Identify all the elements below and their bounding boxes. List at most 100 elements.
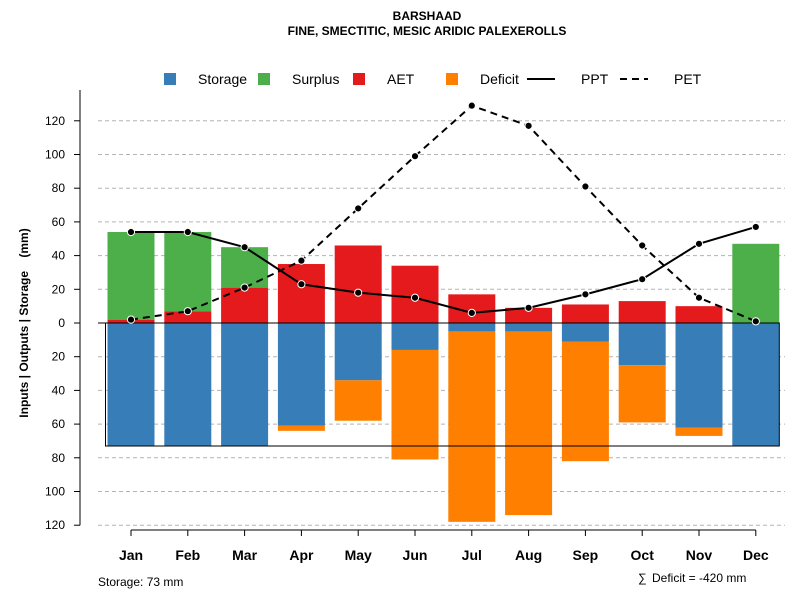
y-tick-label: 120 [45, 114, 65, 128]
y-tick-label: 20 [52, 350, 66, 364]
legend-label-storage: Storage [198, 71, 247, 87]
pet-point-jan [126, 315, 136, 324]
storage-bar-may [334, 323, 382, 381]
legend-swatch-surplus [258, 73, 270, 85]
storage-bar-mar [221, 323, 269, 447]
y-tick-label: 0 [58, 316, 65, 330]
ppt-point-jul [467, 308, 476, 317]
chart-subtitle: FINE, SMECTITIC, MESIC ARIDIC PALEXEROLL… [288, 24, 567, 38]
deficit-note: Deficit = -420 mm [652, 571, 746, 585]
x-tick-label-may: May [345, 547, 372, 563]
storage-bar-dec [732, 323, 780, 447]
x-tick-label-apr: Apr [289, 547, 314, 563]
pet-point-aug [524, 121, 533, 130]
x-tick-label-sep: Sep [573, 547, 599, 563]
y-tick-label: 100 [45, 485, 65, 499]
legend-label-surplus: Surplus [292, 71, 339, 87]
series-lines [126, 101, 760, 326]
pet-line [130, 104, 757, 323]
legend-swatch-deficit [446, 73, 458, 85]
x-tick-label-mar: Mar [232, 547, 257, 563]
ppt-point-dec [751, 222, 760, 232]
legend-swatch-aet [353, 73, 365, 85]
storage-bar-jul [448, 323, 496, 332]
storage-bar-apr [277, 323, 325, 426]
y-tick-label: 40 [52, 383, 66, 397]
aet-bar-may [334, 245, 382, 323]
pet-point-sep [581, 182, 590, 191]
ppt-point-apr [297, 280, 306, 289]
surplus-bar-mar [221, 247, 269, 288]
ppt-point-nov [694, 239, 704, 248]
storage-note: Storage: 73 mm [98, 575, 183, 589]
deficit-bar-jul [448, 331, 496, 522]
x-tick-label-jan: Jan [119, 547, 143, 563]
axes: 120 100 80 60 40 20 0 20 40 60 80 100 120 Jan Feb Mar Ap… [45, 90, 769, 563]
surplus-bar-jan [107, 232, 155, 320]
sum-symbol: ∑ [638, 571, 647, 585]
legend-label-ppt: PPT [581, 71, 609, 87]
legend-label-deficit: Deficit [480, 71, 519, 87]
x-tick-label-dec: Dec [743, 547, 769, 563]
ppt-point-oct [638, 275, 647, 284]
ppt-line [131, 225, 757, 314]
y-tick-label: 20 [52, 282, 66, 296]
y-tick-label: 80 [52, 451, 66, 465]
deficit-bar-nov [675, 427, 723, 436]
y-tick-label: 80 [52, 181, 66, 195]
ppt-point-sep [581, 290, 590, 299]
surplus-bar-feb [164, 232, 212, 312]
storage-bar-jan [107, 323, 155, 447]
aet-bar-oct [618, 301, 666, 323]
storage-bar-jun [391, 323, 439, 350]
y-axis-title: Inputs | Outputs | Storage (mm) [17, 228, 31, 417]
storage-bar-aug [505, 323, 553, 332]
y-tick-label: 60 [52, 417, 66, 431]
legend-label-pet: PET [674, 71, 702, 87]
pet-point-may [354, 204, 363, 213]
ppt-point-jan [126, 227, 136, 237]
surplus-bar-dec [732, 243, 780, 323]
pet-point-oct [638, 241, 647, 250]
storage-bar-nov [675, 323, 723, 428]
aet-bar-feb [164, 311, 212, 323]
x-tick-label-jul: Jul [462, 547, 482, 563]
x-tick-label-feb: Feb [175, 547, 200, 563]
storage-bar-oct [618, 323, 666, 366]
x-tick-label-oct: Oct [631, 547, 655, 563]
storage-bar-feb [164, 323, 212, 447]
legend-swatch-storage [164, 73, 176, 85]
pet-point-jul [467, 101, 476, 110]
aet-bar-mar [221, 287, 269, 323]
deficit-bar-may [334, 380, 382, 421]
pet-point-apr [297, 256, 306, 265]
ppt-point-feb [183, 227, 192, 237]
aet-bar-sep [561, 304, 609, 323]
ppt-point-jun [410, 293, 420, 302]
aet-bar-aug [505, 307, 553, 323]
y-tick-label: 40 [52, 249, 66, 263]
legend: Storage Surplus AET Deficit PPT PET [164, 71, 702, 87]
chart-title: BARSHAAD [393, 9, 462, 23]
ppt-point-mar [240, 243, 249, 252]
x-tick-label-jun: Jun [403, 547, 428, 563]
ppt-point-may [354, 288, 363, 297]
bars [98, 232, 780, 522]
y-tick-label: 120 [45, 518, 65, 532]
grid-lines [98, 120, 785, 526]
pet-point-nov [694, 293, 704, 302]
x-tick-label-aug: Aug [515, 547, 542, 563]
pet-point-feb [183, 307, 192, 316]
pet-point-jun [410, 152, 420, 161]
deficit-bar-apr [277, 425, 325, 431]
deficit-bar-sep [561, 341, 609, 462]
deficit-bar-jun [391, 349, 439, 460]
aet-bar-nov [675, 306, 723, 323]
legend-label-aet: AET [387, 71, 415, 87]
y-tick-label: 100 [45, 148, 65, 162]
deficit-bar-aug [505, 331, 553, 516]
deficit-bar-oct [618, 365, 666, 423]
pet-point-mar [240, 283, 249, 292]
storage-bar-sep [561, 323, 609, 342]
